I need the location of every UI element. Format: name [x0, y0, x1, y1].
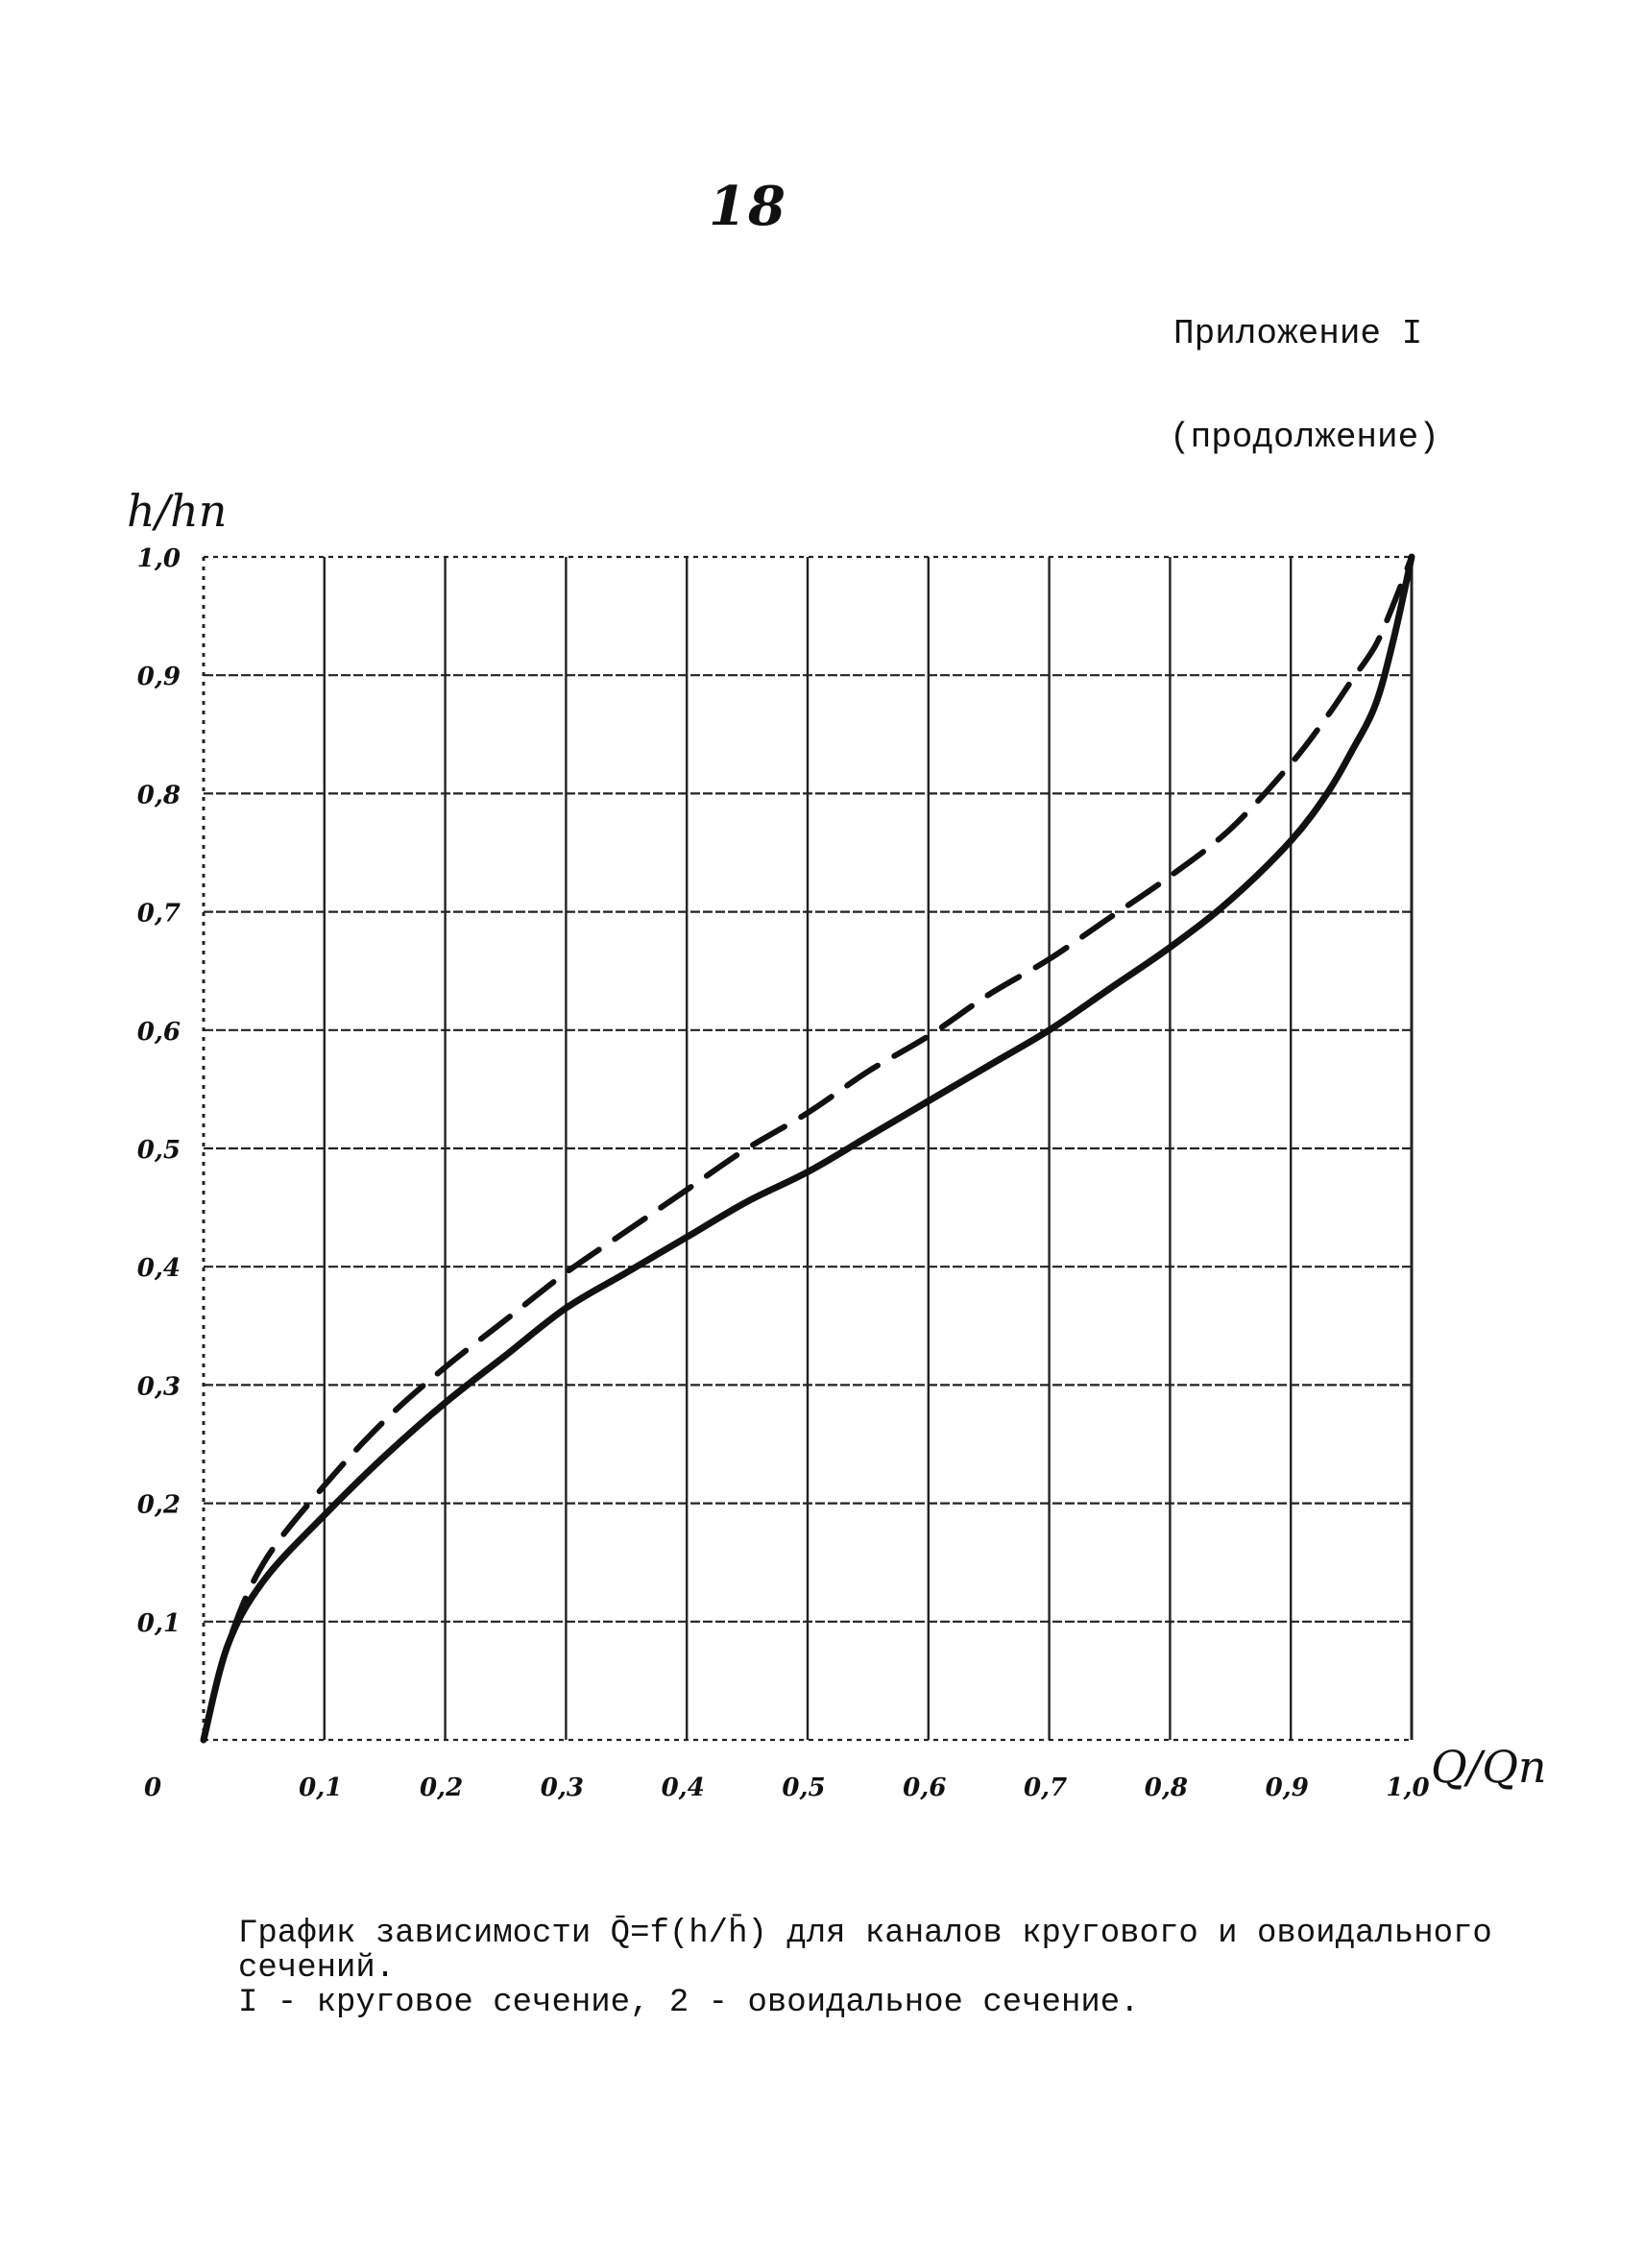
y-tick-label: 0,7 [137, 900, 181, 929]
x-tick-label: 0,5 [782, 1773, 825, 1802]
series-line-solid [200, 553, 1415, 1744]
y-tick-label: 0,6 [137, 1018, 181, 1047]
y-tick-label: 1,0 [137, 544, 181, 573]
x-tick-label: 0,3 [541, 1773, 584, 1802]
caption-line-2: сечений. [238, 1950, 396, 1987]
appendix-label: Приложение I (продолжение) [1170, 248, 1439, 490]
y-tick-label: 0,3 [137, 1372, 181, 1401]
chart-series [200, 553, 1415, 1744]
series-line-dashed [201, 554, 1414, 1743]
origin-label: 0 [144, 1773, 161, 1802]
x-tick-label: 1,0 [1386, 1773, 1429, 1802]
x-tick-label: 0,6 [903, 1773, 946, 1802]
y-tick-label: 0,2 [137, 1491, 181, 1520]
y-tick-label: 0,5 [137, 1136, 181, 1165]
x-tick-label: 0,4 [662, 1773, 705, 1802]
x-tick-label: 0,9 [1266, 1773, 1309, 1802]
y-tick-label: 0,1 [137, 1609, 181, 1638]
chart-labels: 0,1 0,2 0,3 0,4 0,5 0,6 0,7 0,8 0,9 1,0 0,1 0,2 0,3 0… [127, 485, 1547, 1802]
y-tick-label: 0,4 [137, 1254, 181, 1283]
x-tick-label: 0,2 [420, 1773, 463, 1802]
y-tick-label: 0,9 [137, 663, 181, 691]
x-tick-label: 0,7 [1024, 1773, 1067, 1802]
x-tick-label: 0,1 [299, 1773, 342, 1802]
figure-caption: График зависимости Q̄=f(h/h̄) для канало… [238, 1917, 1602, 2020]
y-axis-title: h/hп [127, 485, 227, 537]
caption-line-3: I - круговое сечение, 2 - овоидальное се… [238, 1985, 1140, 2021]
chart-grid [202, 555, 1414, 1742]
caption-line-1: График зависимости Q̄=f(h/h̄) для канало… [238, 1916, 1492, 1952]
page-number: 18 [709, 175, 787, 238]
y-tick-label: 0,8 [137, 781, 181, 809]
x-axis-title: Q/Qп [1431, 1741, 1547, 1793]
appendix-line-2: (продолжение) [1170, 418, 1439, 457]
appendix-line-1: Приложение I [1173, 314, 1423, 353]
x-tick-label: 0,8 [1145, 1773, 1188, 1802]
